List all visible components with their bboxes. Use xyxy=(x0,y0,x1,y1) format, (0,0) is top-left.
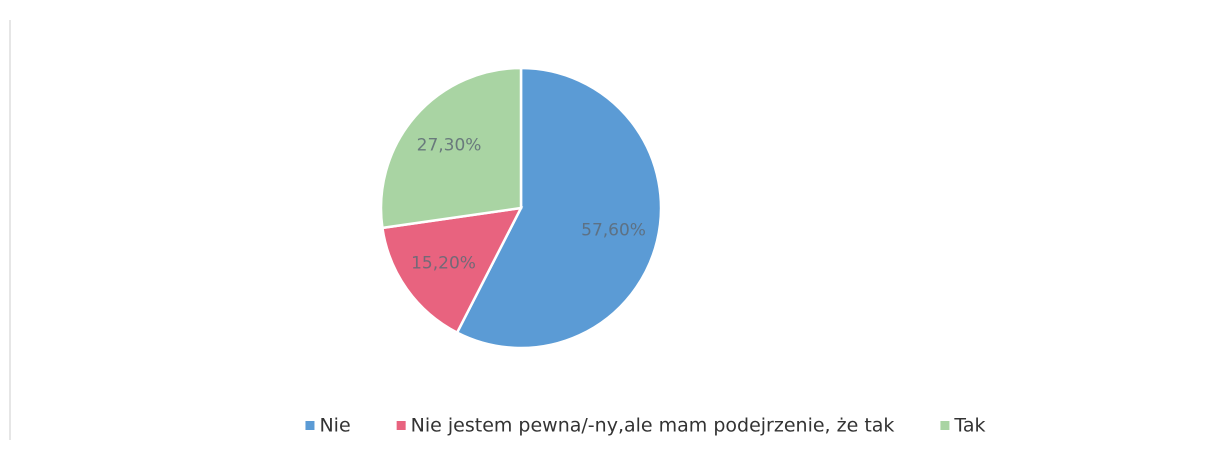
value-label: 57,60% xyxy=(581,220,646,240)
pie-slice xyxy=(379,66,523,230)
pie-slice xyxy=(455,66,663,350)
value-label: 15,20% xyxy=(411,253,476,273)
pie-slice xyxy=(381,206,524,335)
legend-label: Tak xyxy=(953,415,985,437)
legend-label: Nie xyxy=(319,415,350,437)
value-label: 27,30% xyxy=(417,136,482,156)
legend-marker xyxy=(940,421,950,430)
legend-label: Nie jestem pewna/-ny,ale mam podejrzenie… xyxy=(411,415,895,437)
legend-marker xyxy=(396,421,406,430)
legend-marker xyxy=(305,421,315,430)
